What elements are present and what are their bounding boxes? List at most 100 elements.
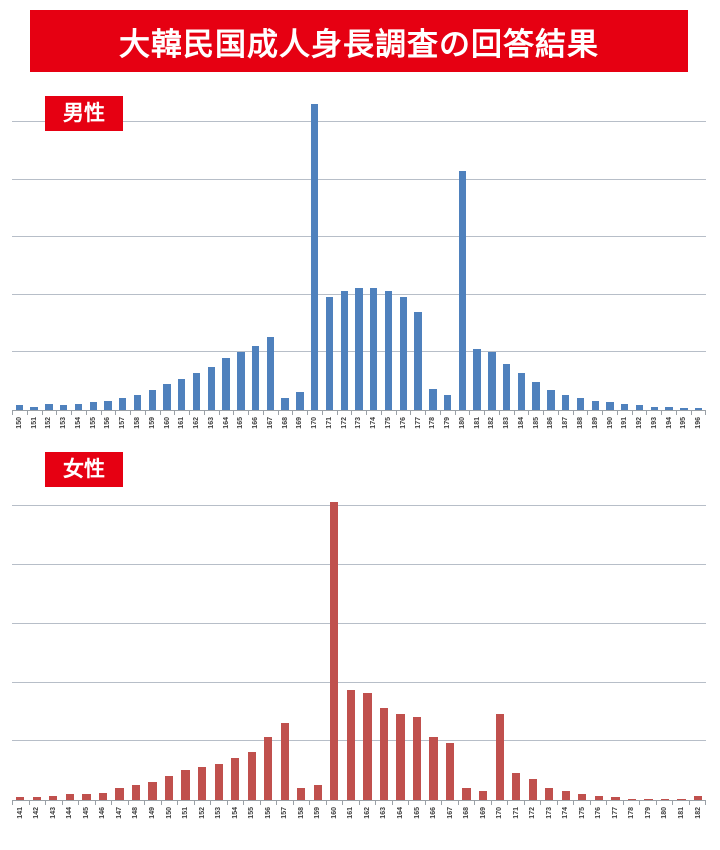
axis-tick — [426, 801, 442, 805]
axis-tick — [673, 801, 690, 805]
bar-slot — [307, 104, 322, 410]
bar — [82, 794, 91, 800]
x-label: 160 — [160, 417, 175, 429]
male-x-axis: 150 151 152 153 154 155 156 157 158 159 160 161 162 1… — [12, 411, 707, 429]
bar — [355, 287, 363, 410]
axis-tick — [131, 411, 146, 415]
bar-slot — [145, 104, 160, 410]
axis-tick — [662, 411, 677, 415]
x-label: 158 — [130, 417, 145, 429]
bar — [330, 502, 339, 800]
x-label: 175 — [381, 417, 396, 429]
bar-slot — [440, 104, 455, 410]
axis-tick — [195, 801, 211, 805]
bar — [429, 737, 438, 800]
x-label: 190 — [603, 417, 618, 429]
axis-tick — [677, 411, 692, 415]
x-label-text: 168 — [281, 417, 289, 429]
bar — [74, 403, 83, 410]
axis-tick — [367, 411, 382, 415]
x-label: 164 — [392, 807, 409, 819]
axis-tick — [382, 411, 397, 415]
gridline — [12, 121, 706, 123]
axis-tick — [352, 411, 367, 415]
axis-labels: 150 151 152 153 154 155 156 157 158 159 160 161 162 1… — [12, 417, 706, 429]
x-label: 168 — [458, 807, 475, 819]
x-label-text: 156 — [104, 417, 112, 429]
x-label-text: 155 — [248, 807, 256, 819]
x-label-text: 144 — [66, 807, 74, 819]
bar-slot — [558, 104, 573, 410]
x-label-text: 174 — [370, 417, 378, 429]
bar — [414, 312, 422, 410]
x-label: 170 — [491, 807, 508, 819]
female-x-axis: 141 142 143 144 145 146 147 148 149 150 151 152 153 1… — [12, 801, 706, 819]
x-label-text: 151 — [182, 807, 190, 819]
bar — [237, 351, 245, 410]
x-label: 167 — [263, 417, 278, 429]
bar-slot — [56, 104, 71, 410]
x-label: 157 — [277, 807, 294, 819]
x-label-text: 173 — [545, 807, 553, 819]
axis-tick — [338, 411, 353, 415]
bar-slot — [573, 104, 588, 410]
axis-tick — [633, 411, 648, 415]
x-label: 176 — [591, 807, 608, 819]
bar-slot — [12, 502, 29, 800]
x-label-text: 165 — [413, 807, 421, 819]
bar — [502, 364, 511, 410]
x-label-text: 173 — [355, 417, 363, 429]
x-label: 171 — [322, 417, 337, 429]
axis-tick — [145, 801, 162, 805]
bar — [197, 767, 207, 800]
axis-tick — [515, 411, 530, 415]
axis-tick — [624, 801, 640, 805]
axis-tick — [574, 801, 591, 805]
axis-tick — [541, 801, 558, 805]
axis-tick — [211, 801, 228, 805]
bar-slot — [86, 104, 101, 410]
x-label-text: 169 — [479, 807, 487, 819]
x-label: 165 — [409, 807, 426, 819]
bar — [611, 797, 620, 800]
axis-tick — [397, 411, 412, 415]
bar-slot — [42, 104, 57, 410]
bar-slot — [310, 502, 327, 800]
bar-slot — [411, 104, 426, 410]
x-label-text: 157 — [281, 807, 289, 819]
x-label: 165 — [233, 417, 248, 429]
x-label: 161 — [174, 417, 189, 429]
axis-tick — [591, 801, 607, 805]
x-label-text: 190 — [606, 417, 614, 429]
x-label: 149 — [144, 807, 161, 819]
x-label-text: 184 — [517, 417, 525, 429]
x-label-text: 186 — [547, 417, 555, 429]
x-label-text: 189 — [591, 417, 599, 429]
bar-slot — [101, 104, 116, 410]
axis-tick — [87, 411, 102, 415]
axis-tick — [588, 411, 603, 415]
x-label: 158 — [293, 807, 310, 819]
bar-slot — [45, 502, 62, 800]
x-label: 151 — [177, 807, 194, 819]
bar — [346, 689, 356, 800]
bar-slot — [204, 104, 219, 410]
x-label-text: 171 — [325, 417, 333, 429]
x-label: 160 — [326, 807, 343, 819]
bar — [473, 348, 481, 410]
bar — [363, 692, 372, 800]
x-label: 167 — [442, 807, 459, 819]
bar — [627, 798, 637, 800]
axis-tick — [544, 411, 559, 415]
x-label-text: 165 — [237, 417, 245, 429]
x-label: 147 — [111, 807, 128, 819]
x-label: 182 — [690, 807, 707, 819]
bar-slot — [293, 502, 310, 800]
bars-layer — [12, 104, 706, 410]
x-label: 182 — [485, 417, 500, 429]
x-label-text: 170 — [496, 807, 504, 819]
axis-tick — [293, 411, 308, 415]
axis-tick — [228, 801, 244, 805]
x-label: 174 — [558, 807, 575, 819]
gridline — [12, 740, 706, 742]
